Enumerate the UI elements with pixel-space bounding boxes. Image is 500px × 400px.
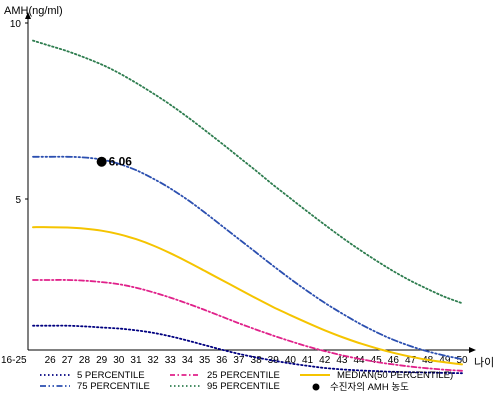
x-tick-label: 47 bbox=[405, 355, 417, 366]
x-tick-label: 46 bbox=[388, 355, 400, 366]
x-axis-arrow bbox=[469, 347, 476, 353]
legend-label: 95 PERCENTILE bbox=[207, 381, 280, 392]
x-axis-label: 나이 bbox=[474, 356, 494, 369]
x-tick-label: 44 bbox=[353, 355, 365, 366]
y-tick-label: 10 bbox=[10, 19, 22, 30]
x-tick-label: 37 bbox=[233, 355, 245, 366]
chart-legend: 5 PERCENTILE 25 PERCENTILE MEDIAN(50 PERCE… bbox=[40, 370, 453, 393]
chart-marker: 6.06 bbox=[96, 155, 133, 169]
x-tick-label: 16-25 bbox=[1, 355, 27, 366]
x-tick-label: 28 bbox=[79, 355, 91, 366]
x-tick-label: 43 bbox=[336, 355, 348, 366]
chart-axes: AMH(ng/ml) 나이 5 10 16-25 26 27 28 29 30 31 32 33 34 35… bbox=[1, 5, 494, 369]
x-tick-label: 40 bbox=[285, 355, 297, 366]
patient-amh-value-label: 6.06 bbox=[109, 155, 133, 169]
x-tick-label: 32 bbox=[148, 355, 160, 366]
x-tick-label: 35 bbox=[199, 355, 211, 366]
x-tick-label: 31 bbox=[130, 355, 142, 366]
x-tick-label: 30 bbox=[113, 355, 125, 366]
series-line-median-50-percentile bbox=[32, 226, 463, 366]
y-axis-label: AMH(ng/ml) bbox=[4, 5, 63, 17]
x-tick-label: 33 bbox=[165, 355, 177, 366]
x-tick-label: 42 bbox=[319, 355, 331, 366]
series-line-5-percentile bbox=[32, 324, 463, 375]
x-tick-label: 27 bbox=[62, 355, 74, 366]
x-tick-label: 49 bbox=[439, 355, 451, 366]
patient-amh-point bbox=[96, 156, 107, 167]
x-tick-label: 29 bbox=[96, 355, 108, 366]
series-line-95-percentile bbox=[32, 39, 463, 305]
chart-series bbox=[32, 39, 463, 375]
legend-label: 수진자의 AMH 농도 bbox=[330, 382, 409, 393]
y-axis-arrow bbox=[25, 12, 31, 19]
x-tick-label: 26 bbox=[45, 355, 57, 366]
series-line-25-percentile bbox=[32, 279, 463, 372]
x-tick-label: 50 bbox=[456, 355, 468, 366]
legend-marker-swatch bbox=[312, 383, 320, 391]
x-tick-label: 36 bbox=[216, 355, 228, 366]
x-tick-label: 41 bbox=[302, 355, 314, 366]
legend-label: 25 PERCENTILE bbox=[207, 370, 280, 381]
x-tick-label: 45 bbox=[371, 355, 383, 366]
legend-label: 5 PERCENTILE bbox=[77, 370, 145, 381]
x-tick-label: 38 bbox=[251, 355, 263, 366]
legend-label: MEDIAN(50 PERCENTILE) bbox=[337, 370, 453, 381]
x-tick-label: 34 bbox=[182, 355, 194, 366]
series-line-75-percentile bbox=[32, 155, 463, 361]
legend-label: 75 PERCENTILE bbox=[77, 381, 150, 392]
y-tick-label: 5 bbox=[15, 195, 21, 206]
